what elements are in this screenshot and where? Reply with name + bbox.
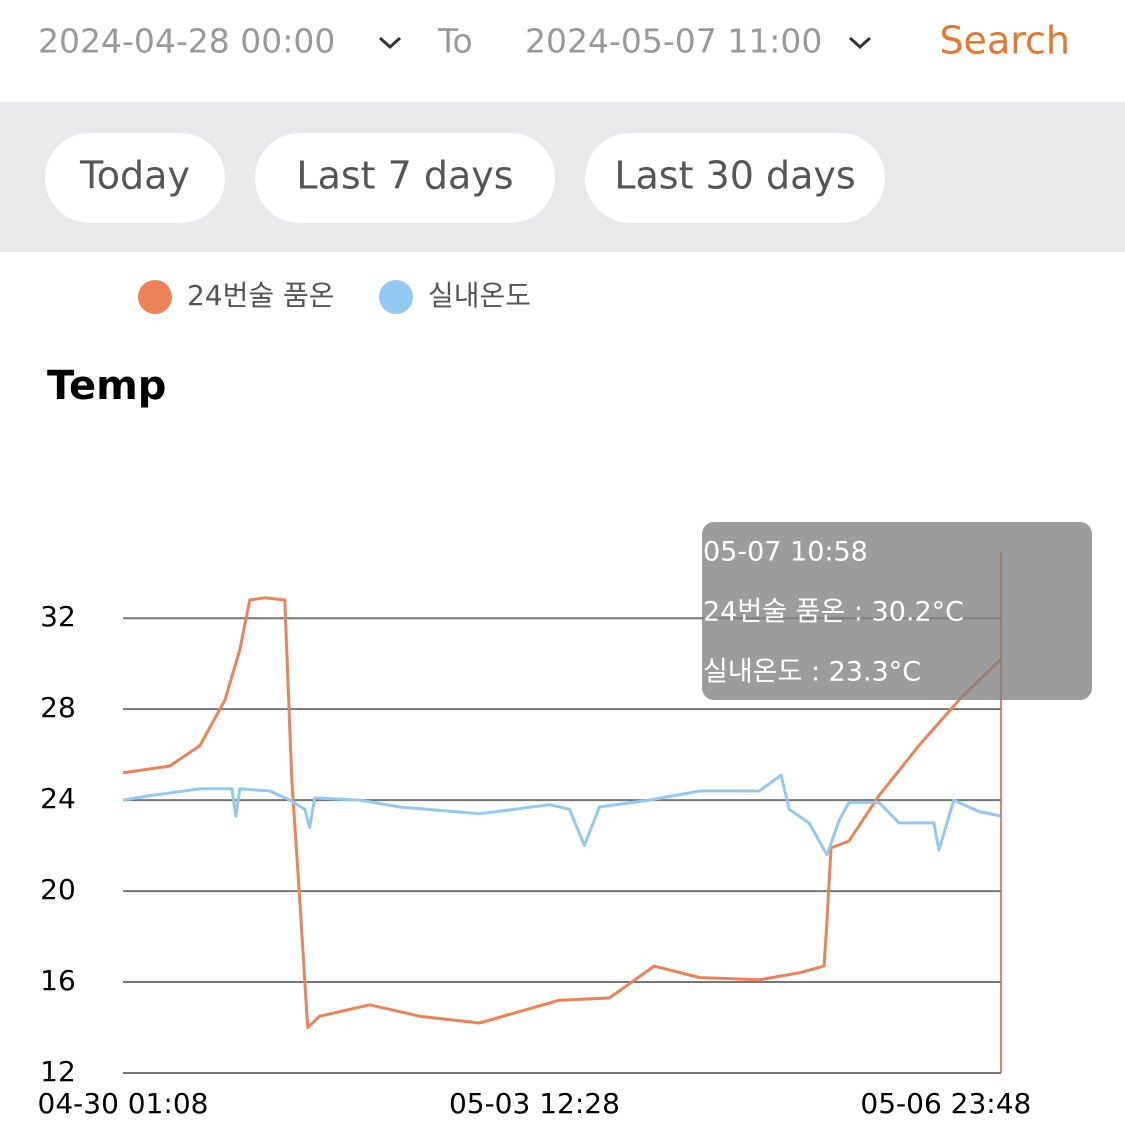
chart-title: Temp xyxy=(47,363,166,409)
preset-label[interactable]: Today xyxy=(79,154,190,198)
legend: 24번술 품온 실내온도 xyxy=(138,279,531,314)
chevron xyxy=(378,36,402,50)
to-label: To xyxy=(437,22,473,61)
y-tick-label: 12 xyxy=(40,1055,76,1088)
tooltip-line: 24번술 품온 : 30.2°C xyxy=(703,597,964,628)
chevron xyxy=(848,36,872,50)
y-tick-label: 20 xyxy=(40,873,76,906)
search-button[interactable]: Search xyxy=(939,19,1070,63)
x-tick-label: 04-30 01:08 xyxy=(38,1087,209,1120)
y-tick-label: 28 xyxy=(40,691,76,724)
date-start[interactable]: 2024-04-28 00:00 xyxy=(38,22,402,61)
start-date[interactable]: 2024-04-28 00:00 xyxy=(38,22,335,61)
preset-label[interactable]: Last 30 days xyxy=(614,154,855,198)
legend-label[interactable]: 실내온도 xyxy=(428,279,531,312)
end-date[interactable]: 2024-05-07 11:00 xyxy=(525,22,822,61)
tooltip-line: 실내온도 : 23.3°C xyxy=(703,657,921,688)
legend-swatch[interactable] xyxy=(138,280,172,314)
plot: 12 16 20 24 28 32 04-30 01:08 05-03 12:28 05-06 … xyxy=(38,522,1092,1120)
preset-button[interactable] xyxy=(45,133,225,223)
y-tick-label: 24 xyxy=(40,782,76,815)
x-tick-label: 05-06 23:48 xyxy=(860,1087,1031,1120)
y-tick-label: 16 xyxy=(40,964,76,997)
x-tick-label: 05-03 12:28 xyxy=(449,1087,620,1120)
legend-label[interactable]: 24번술 품온 xyxy=(187,279,335,312)
tooltip-box xyxy=(702,522,1092,700)
series-line xyxy=(122,596,1003,1029)
series-line xyxy=(122,773,1002,857)
preset-button[interactable] xyxy=(585,133,885,223)
date-end[interactable]: 2024-05-07 11:00 xyxy=(525,22,872,61)
legend-swatch[interactable] xyxy=(379,280,413,314)
preset-button[interactable] xyxy=(255,133,555,223)
tooltip-title: 05-07 10:58 xyxy=(703,537,868,568)
presets: Today Last 7 days Last 30 days xyxy=(45,133,885,223)
preset-label[interactable]: Last 7 days xyxy=(296,154,513,198)
y-tick-label: 32 xyxy=(40,600,76,633)
